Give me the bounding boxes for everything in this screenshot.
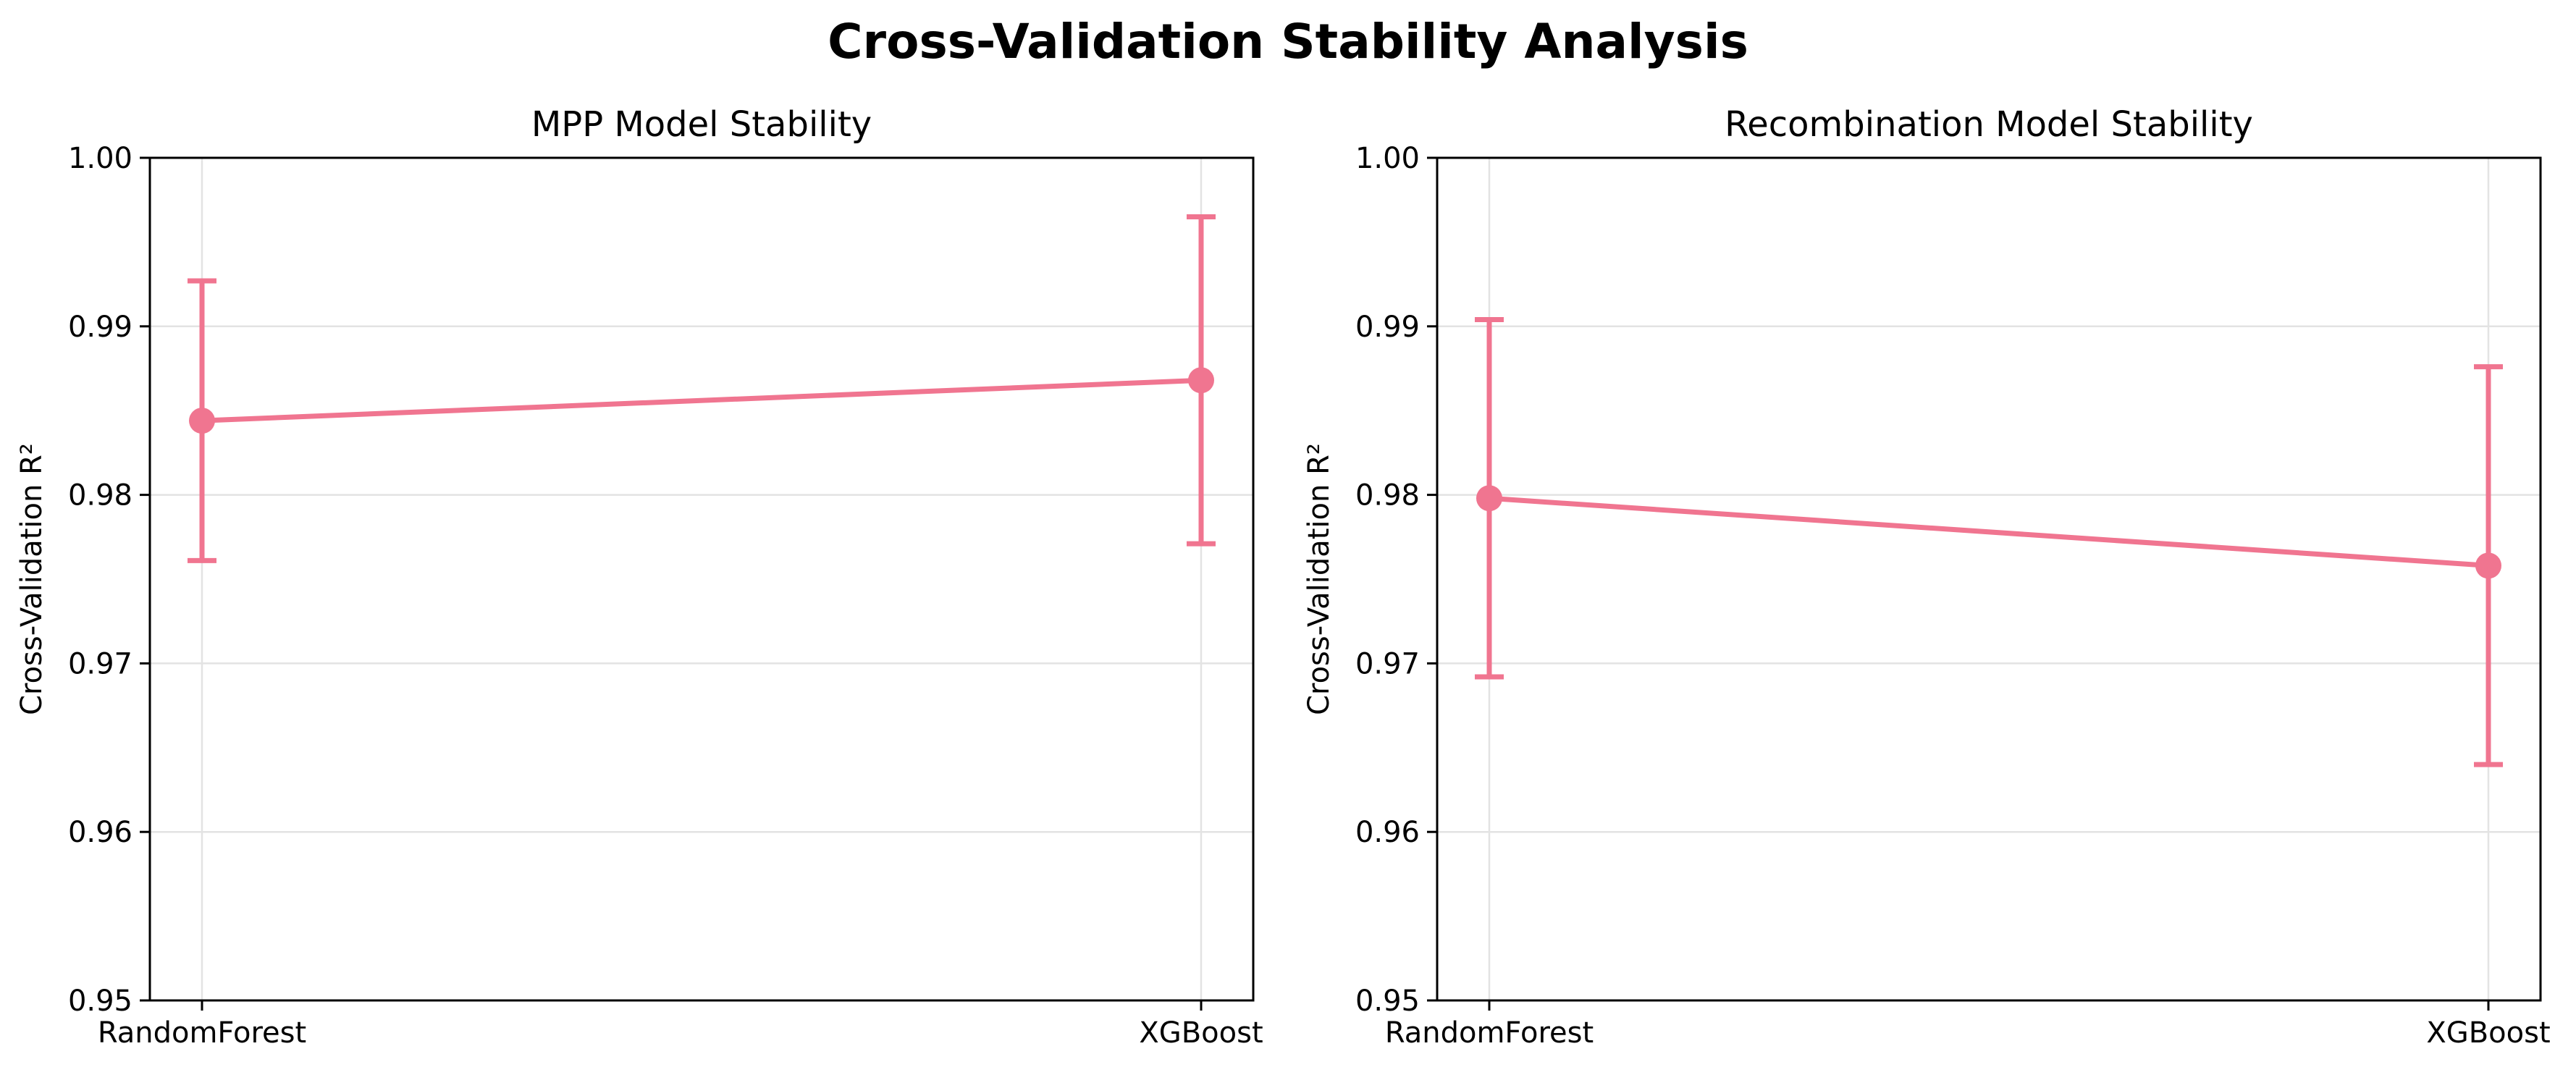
data-point (1476, 485, 1502, 512)
axes-frame (148, 156, 1255, 1002)
y-tick-label: 0.95 (1355, 985, 1420, 1018)
y-tick-label: 0.99 (68, 311, 132, 344)
series-line (1489, 495, 2489, 568)
panel-title: Recombination Model Stability (1725, 104, 2253, 145)
x-tick-label: XGBoost (1139, 1016, 1263, 1050)
y-tick-label: 0.96 (1355, 816, 1420, 849)
y-tick-label: 0.97 (68, 647, 132, 680)
y-tick-label: 0.97 (1355, 647, 1420, 680)
y-axis-label: Cross-Validation R² (15, 443, 49, 715)
data-point (189, 408, 215, 434)
y-tick-label: 0.99 (1355, 311, 1420, 344)
x-tick-label: XGBoost (2426, 1016, 2550, 1050)
y-tick-label: 0.98 (1355, 479, 1420, 513)
chart-panel-2: 0.95 0.96 0.97 0.98 0.99 1.00 RandomForest XGBo… (1302, 104, 2551, 1050)
y-tick-label: 1.00 (1355, 142, 1420, 175)
panel-title: MPP Model Stability (531, 104, 872, 145)
y-tick-label: 0.96 (68, 816, 132, 849)
y-tick-label: 0.95 (68, 985, 132, 1018)
data-point (1188, 367, 1214, 394)
chart-panel-1: 0.95 0.96 0.97 0.98 0.99 1.00 RandomForest XGBo… (15, 104, 1263, 1050)
axes-frame (1436, 156, 2542, 1002)
y-axis-label: Cross-Validation R² (1302, 443, 1336, 715)
data-point (2475, 552, 2501, 579)
x-tick-label: RandomForest (1385, 1016, 1594, 1050)
figure-title: Cross-Validation Stability Analysis (828, 14, 1748, 69)
x-tick-label: RandomForest (98, 1016, 306, 1050)
y-tick-label: 1.00 (68, 142, 132, 175)
y-tick-label: 0.98 (68, 479, 132, 513)
series-line (201, 377, 1202, 423)
